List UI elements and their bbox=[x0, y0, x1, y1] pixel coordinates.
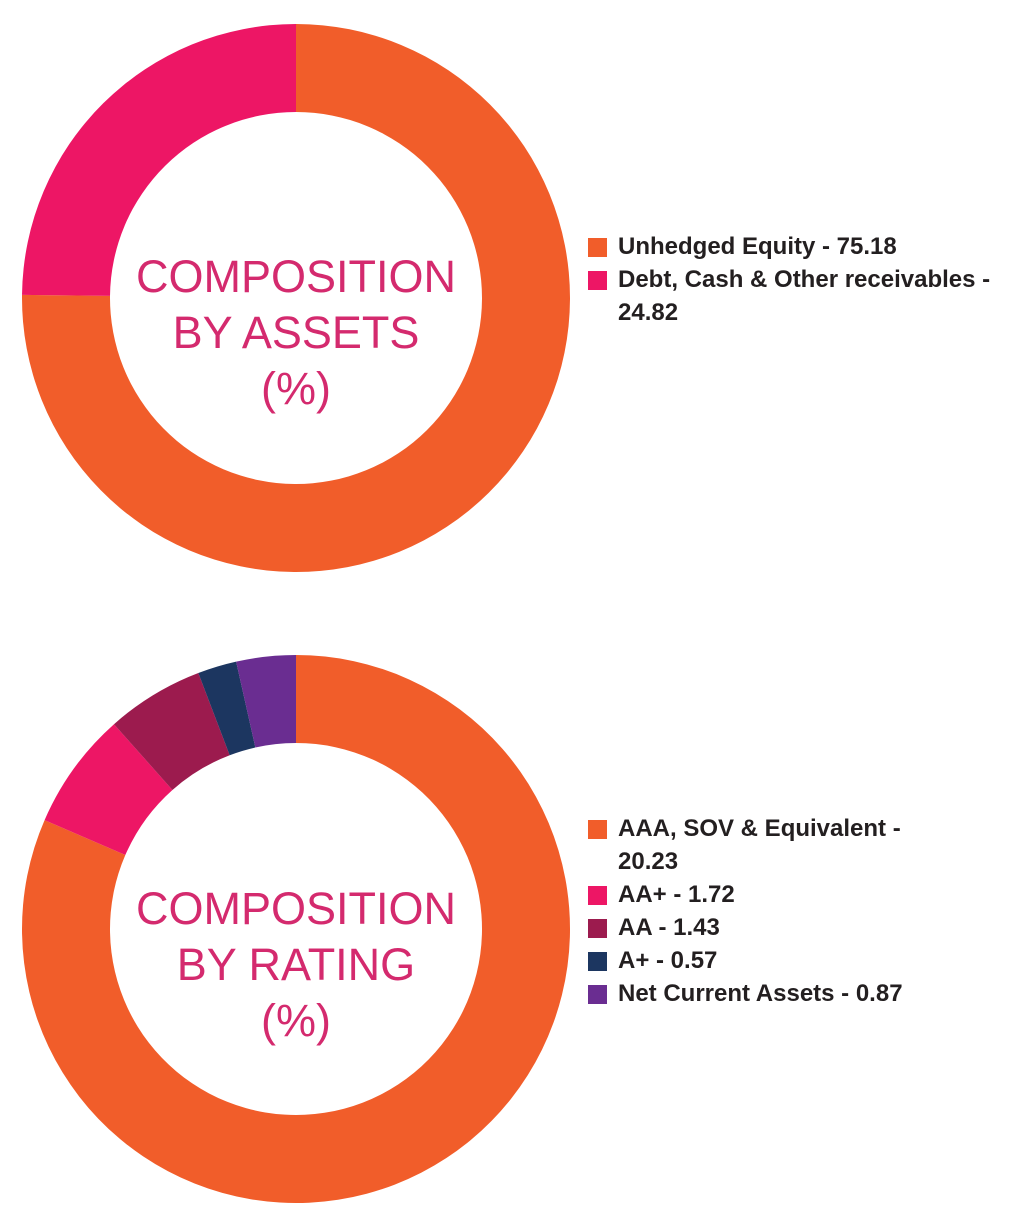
legend-swatch bbox=[588, 919, 607, 938]
legend-label: AA - 1.43 bbox=[618, 914, 720, 941]
legend-swatch bbox=[588, 952, 607, 971]
assets-legend: Unhedged Equity - 75.18 Debt, Cash & Oth… bbox=[588, 230, 1018, 329]
legend-swatch bbox=[588, 820, 607, 839]
rating-title-line-3: (%) bbox=[261, 995, 331, 1046]
rating-title-line-2: BY RATING bbox=[176, 939, 416, 990]
legend-label: Net Current Assets - 0.87 bbox=[618, 980, 903, 1007]
legend-item-unhedged-equity: Unhedged Equity - 75.18 bbox=[588, 230, 1018, 263]
legend-item-aa: AA - 1.43 bbox=[588, 911, 1018, 944]
legend-label: AA+ - 1.72 bbox=[618, 881, 735, 908]
legend-swatch bbox=[588, 238, 607, 257]
legend-item-net-current-assets: Net Current Assets - 0.87 bbox=[588, 977, 1018, 1010]
legend-label: Debt, Cash & Other receivables - 24.82 bbox=[618, 266, 991, 326]
rating-title-line-1: COMPOSITION bbox=[135, 883, 456, 934]
legend-swatch bbox=[588, 886, 607, 905]
legend-item-debt-cash-other: Debt, Cash & Other receivables - 24.82 bbox=[588, 263, 1018, 329]
legend-swatch bbox=[588, 985, 607, 1004]
legend-label: A+ - 0.57 bbox=[618, 947, 718, 974]
legend-swatch bbox=[588, 271, 607, 290]
rating-donut-chart bbox=[21, 655, 570, 1203]
assets-title-line-2: BY ASSETS bbox=[172, 307, 420, 358]
assets-donut-chart bbox=[21, 24, 570, 572]
legend-label: Unhedged Equity - 75.18 bbox=[618, 233, 897, 260]
rating-chart-center-title: COMPOSITION BY RATING (%) bbox=[96, 881, 496, 1049]
assets-chart-center-title: COMPOSITION BY ASSETS (%) bbox=[96, 249, 496, 417]
donut-slice-aa bbox=[44, 724, 173, 856]
donut-slice-aa bbox=[113, 673, 230, 790]
donut-slice-a bbox=[198, 661, 256, 756]
donut-slice-debt-cash-other-receivables bbox=[22, 24, 297, 296]
assets-title-line-1: COMPOSITION bbox=[135, 251, 456, 302]
legend-label: AAA, SOV & Equivalent - 20.23 bbox=[618, 815, 901, 875]
donut-slice-aaa-sov-equivalent bbox=[21, 655, 570, 1203]
assets-title-line-3: (%) bbox=[261, 363, 331, 414]
legend-item-a-plus: A+ - 0.57 bbox=[588, 944, 1018, 977]
legend-item-aaa-sov: AAA, SOV & Equivalent - 20.23 bbox=[588, 812, 1018, 878]
legend-item-aa-plus: AA+ - 1.72 bbox=[588, 878, 1018, 911]
donut-slice-unhedged-equity bbox=[21, 24, 570, 572]
rating-legend: AAA, SOV & Equivalent - 20.23 AA+ - 1.72… bbox=[588, 812, 1018, 1010]
donut-slice-net-current-assets bbox=[236, 655, 296, 748]
